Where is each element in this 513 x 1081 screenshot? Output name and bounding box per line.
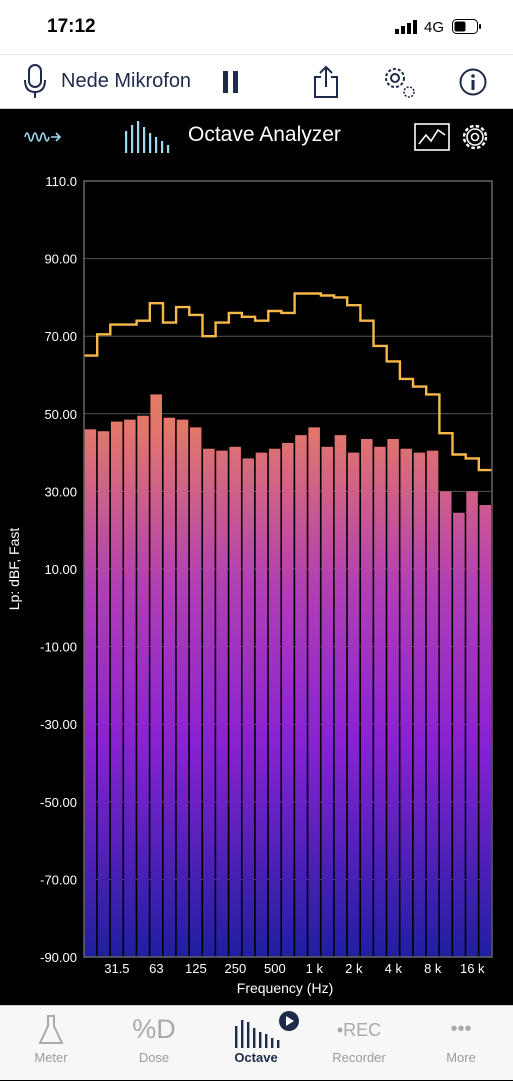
octave-bar: [282, 442, 294, 957]
status-bar: 17:12 4G: [0, 0, 513, 54]
analyzer-title: Octave Analyzer: [188, 123, 341, 146]
x-tick-label: 16 k: [460, 961, 485, 976]
x-tick-label: 250: [225, 961, 247, 976]
peak-hold-line: [84, 292, 492, 472]
device-title: Nede Mikrofon: [61, 70, 192, 92]
y-tick-label: 110.0: [45, 174, 77, 189]
network-type: 4G: [424, 19, 445, 36]
octave-bar: [84, 429, 97, 957]
octave-bar: [466, 491, 478, 957]
waveform-arrow-icon[interactable]: [24, 125, 62, 147]
microphone-icon[interactable]: [22, 64, 48, 100]
plot-frame: [83, 180, 493, 958]
rec-icon: •REC: [336, 1020, 382, 1040]
octave-chart: 110.0 90.00 70.00 50.00 30.00 10.00 -10.00 -30.…: [6, 174, 493, 996]
tab-label: Meter: [34, 1050, 68, 1065]
octave-bar: [216, 450, 228, 957]
octave-bar: [229, 446, 241, 957]
more-icon: •••: [450, 1018, 472, 1040]
tab-label: Octave: [234, 1050, 278, 1065]
octave-bar: [360, 439, 373, 957]
y-tick-label: -10.00: [40, 640, 77, 655]
y-tick-label: 10.00: [44, 562, 77, 577]
flask-icon: [38, 1015, 64, 1044]
octave-bar: [347, 452, 360, 957]
octave-bar: [203, 448, 215, 957]
octave-active-icon: [235, 1011, 299, 1048]
x-tick-label: 1 k: [306, 961, 324, 976]
octave-bar: [413, 452, 426, 957]
info-icon[interactable]: [459, 68, 487, 96]
octave-bar: [124, 419, 136, 957]
y-tick-label: -30.00: [40, 717, 77, 732]
tab-label: Recorder: [332, 1050, 386, 1065]
octave-bar: [255, 452, 268, 957]
octave-bar: [163, 417, 176, 957]
octave-bars-icon: [125, 121, 170, 153]
x-tick-label: 500: [264, 961, 286, 976]
octave-bar: [334, 435, 347, 957]
x-tick-label: 63: [149, 961, 163, 976]
y-tick-label: 90.00: [44, 252, 77, 267]
y-tick-label: 50.00: [44, 407, 77, 422]
share-icon[interactable]: [312, 65, 340, 99]
device-header: Nede Mikrofon: [0, 54, 513, 109]
octave-bar: [176, 419, 189, 957]
battery-icon: [452, 19, 481, 34]
tab-more[interactable]: ••• More: [410, 1006, 512, 1081]
y-tick-label: -50.00: [40, 795, 77, 810]
octave-bar: [137, 415, 149, 957]
analyzer-toolbar: Octave Analyzer: [0, 109, 513, 165]
signal-icon: [395, 20, 417, 34]
x-tick-label: 2 k: [345, 961, 363, 976]
x-tick-label: 125: [185, 961, 207, 976]
octave-bar: [295, 435, 307, 957]
x-axis-label: Frequency (Hz): [237, 980, 333, 996]
octave-bar: [321, 446, 334, 957]
octave-bar: [308, 427, 320, 957]
tab-recorder[interactable]: •REC Recorder: [308, 1006, 410, 1081]
settings-gear-icon[interactable]: [460, 122, 490, 152]
tab-meter[interactable]: Meter: [0, 1006, 102, 1081]
tab-label: More: [446, 1050, 476, 1065]
x-tick-label: 8 k: [424, 961, 442, 976]
tab-label: Dose: [138, 1050, 170, 1065]
octave-bar: [479, 504, 491, 957]
octave-bar: [97, 431, 110, 957]
tab-octave[interactable]: Octave: [205, 1006, 307, 1081]
dose-icon: %D: [132, 1014, 176, 1044]
octave-bar: [150, 394, 162, 957]
x-tick-label: 31.5: [104, 961, 129, 976]
octave-bar: [453, 512, 465, 957]
octave-bar: [242, 458, 255, 957]
tab-dose[interactable]: %D Dose: [103, 1006, 205, 1081]
status-time: 17:12: [47, 16, 96, 37]
tab-bar: Meter %D Dose Octave •REC Recorder ••• M…: [0, 1005, 513, 1080]
octave-bar: [439, 491, 452, 957]
y-tick-label: -70.00: [40, 872, 77, 887]
y-tick-label: 70.00: [44, 329, 77, 344]
graph-view-icon[interactable]: [414, 123, 450, 151]
device-settings-icon[interactable]: [380, 63, 418, 101]
y-tick-label: -90.00: [40, 950, 77, 965]
y-axis-label: Lp: dBF, Fast: [6, 528, 22, 611]
y-tick-label: 30.00: [44, 484, 77, 499]
octave-bar: [387, 439, 399, 957]
octave-bar: [268, 448, 281, 957]
x-tick-label: 4 k: [385, 961, 403, 976]
octave-bar: [189, 427, 202, 957]
octave-bar: [374, 446, 386, 957]
octave-bar: [426, 450, 439, 957]
octave-bar: [110, 421, 123, 957]
octave-bar: [400, 448, 413, 957]
pause-button[interactable]: [222, 71, 240, 93]
